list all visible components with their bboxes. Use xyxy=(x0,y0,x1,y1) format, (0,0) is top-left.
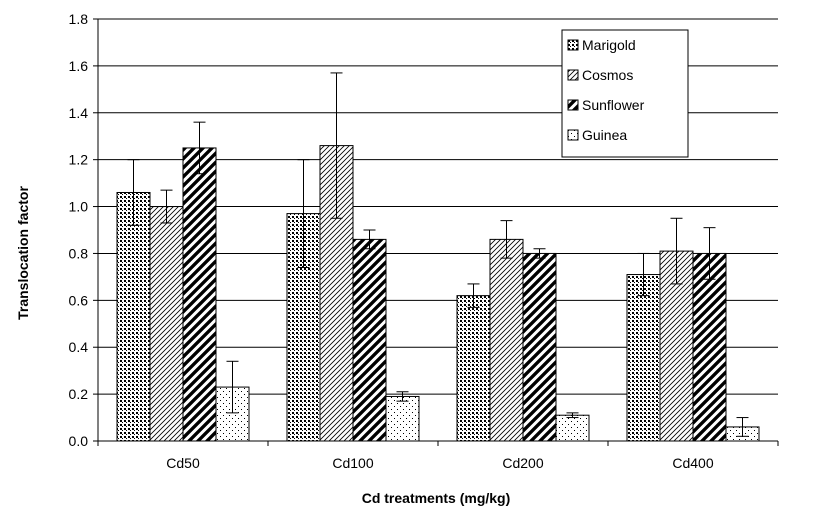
legend-label: Marigold xyxy=(582,37,636,53)
legend-box xyxy=(561,29,689,158)
y-tick-label: 0.6 xyxy=(69,292,89,308)
bar xyxy=(182,147,217,442)
x-tick-label: Cd400 xyxy=(672,455,713,471)
tick-labels: 0.0 0.2 0.4 0.6 0.8 1.0 1.2 1.4 1.6 1.8 Cd50 Cd100 C… xyxy=(69,11,714,471)
bar xyxy=(692,252,727,442)
bar xyxy=(456,295,491,442)
y-tick-label: 0.0 xyxy=(69,433,89,449)
bar xyxy=(149,206,184,442)
x-tick-label: Cd50 xyxy=(166,455,200,471)
bar xyxy=(116,191,151,442)
x-axis-title: Cd treatments (mg/kg) xyxy=(362,490,511,506)
legend-swatch xyxy=(567,69,579,81)
legend-label: Guinea xyxy=(582,127,627,143)
bar xyxy=(555,414,590,442)
y-tick-label: 1.0 xyxy=(69,199,89,215)
y-tick-label: 1.2 xyxy=(69,152,89,168)
legend-label: Sunflower xyxy=(582,97,645,113)
y-tick-label: 0.8 xyxy=(69,245,89,261)
bar xyxy=(626,274,661,442)
legend-swatch xyxy=(567,39,579,51)
y-tick-label: 0.2 xyxy=(69,386,89,402)
axes xyxy=(93,18,779,446)
bar xyxy=(352,238,387,442)
legend-swatch xyxy=(567,99,579,111)
y-axis-title: Translocation factor xyxy=(15,186,31,320)
bar xyxy=(489,238,524,442)
bar xyxy=(522,252,557,442)
bars xyxy=(116,72,760,442)
y-tick-label: 0.4 xyxy=(69,339,89,355)
legend-swatch xyxy=(567,129,579,141)
legend-label: Cosmos xyxy=(582,67,633,83)
y-tick-label: 1.6 xyxy=(69,58,89,74)
y-tick-label: 1.8 xyxy=(69,11,89,27)
bar xyxy=(385,395,420,442)
x-tick-label: Cd200 xyxy=(502,455,543,471)
legend: Marigold Cosmos Sunflower Guinea xyxy=(561,29,689,158)
x-tick-label: Cd100 xyxy=(332,455,373,471)
y-tick-label: 1.4 xyxy=(69,105,89,121)
